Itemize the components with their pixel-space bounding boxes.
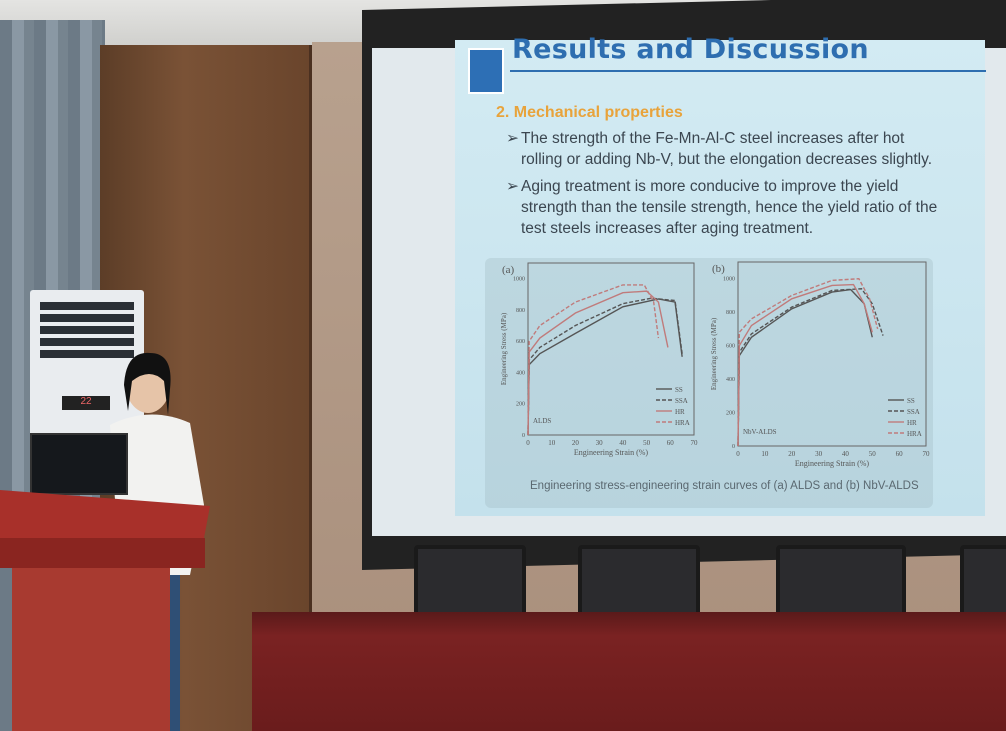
legend-label: HRA <box>675 419 690 427</box>
y-tick-label: 1000 <box>513 277 525 283</box>
title-divider <box>510 70 986 72</box>
legend-label: SS <box>907 397 915 405</box>
y-tick-label: 800 <box>516 308 525 314</box>
x-tick-label: 50 <box>643 439 651 447</box>
x-axis-label: Engineering Strain (%) <box>574 448 649 457</box>
y-tick-label: 200 <box>726 411 735 417</box>
arrow-right-icon: ➢ <box>506 130 519 147</box>
y-tick-label: 400 <box>726 377 735 383</box>
y-axis-label: Engineering Stress (MPa) <box>500 312 508 385</box>
y-tick-label: 1000 <box>723 277 735 283</box>
figure-box <box>485 258 933 508</box>
x-tick-label: 40 <box>842 450 850 458</box>
x-tick-label: 0 <box>526 439 530 447</box>
x-tick-label: 20 <box>572 439 580 447</box>
legend-label: HR <box>675 408 685 416</box>
plot-frame <box>527 262 695 436</box>
series-line-hr <box>737 283 873 447</box>
arrow-right-icon: ➢ <box>506 178 519 195</box>
plot-frame <box>737 261 927 447</box>
x-tick-label: 70 <box>923 450 931 458</box>
vent <box>40 338 134 346</box>
vent <box>40 314 134 322</box>
bullet-item: ➢ Aging treatment is more conducive to im… <box>506 178 938 237</box>
x-tick-label: 60 <box>896 450 904 458</box>
series-line-ssa <box>527 297 683 436</box>
y-tick-label: 0 <box>522 433 525 439</box>
vent <box>40 350 134 358</box>
vent <box>40 302 134 310</box>
ac-display: 22 <box>62 396 110 410</box>
slide-title: Results and Discussion <box>512 34 869 65</box>
y-tick-label: 600 <box>516 339 525 345</box>
y-tick-label: 0 <box>732 444 735 450</box>
legend-label: HRA <box>907 430 922 438</box>
y-tick-label: 200 <box>516 402 525 408</box>
series-line-ss <box>527 298 683 436</box>
series-line-hr <box>527 290 669 436</box>
sample-label: NbV-ALDS <box>743 428 777 436</box>
series-line-hra <box>527 284 660 436</box>
figure-caption: Engineering stress-engineering strain cu… <box>530 480 919 492</box>
legend-label: HR <box>907 419 917 427</box>
sample-label: ALDS <box>533 417 551 425</box>
x-tick-label: 0 <box>736 450 740 458</box>
x-axis-label: Engineering Strain (%) <box>795 459 870 468</box>
panel-label: (a) <box>502 264 515 276</box>
laptop <box>30 433 128 495</box>
x-tick-label: 30 <box>815 450 823 458</box>
legend-label: SS <box>675 386 683 394</box>
x-tick-label: 20 <box>788 450 796 458</box>
slide <box>455 40 985 516</box>
panel-label: (b) <box>712 263 725 275</box>
legend-label: SSA <box>907 408 920 416</box>
series-line-hra <box>737 278 879 447</box>
x-tick-label: 10 <box>548 439 556 447</box>
bullet-item: ➢ The strength of the Fe-Mn-Al-C steel in… <box>506 130 933 168</box>
y-tick-label: 400 <box>516 370 525 376</box>
x-tick-label: 50 <box>869 450 877 458</box>
logo-icon <box>468 48 504 94</box>
table <box>252 612 1006 731</box>
series-line-ss <box>737 288 873 447</box>
x-tick-label: 10 <box>761 450 769 458</box>
series-line-ssa <box>737 288 884 447</box>
section-heading: 2. Mechanical properties <box>496 104 683 121</box>
y-axis-label: Engineering Stress (MPa) <box>710 317 718 390</box>
x-tick-label: 60 <box>667 439 675 447</box>
podium <box>0 490 210 731</box>
x-tick-label: 40 <box>619 439 627 447</box>
x-tick-label: 30 <box>596 439 604 447</box>
x-tick-label: 70 <box>691 439 699 447</box>
y-tick-label: 600 <box>726 344 735 350</box>
vent <box>40 326 134 334</box>
y-tick-label: 800 <box>726 310 735 316</box>
legend-label: SSA <box>675 397 688 405</box>
